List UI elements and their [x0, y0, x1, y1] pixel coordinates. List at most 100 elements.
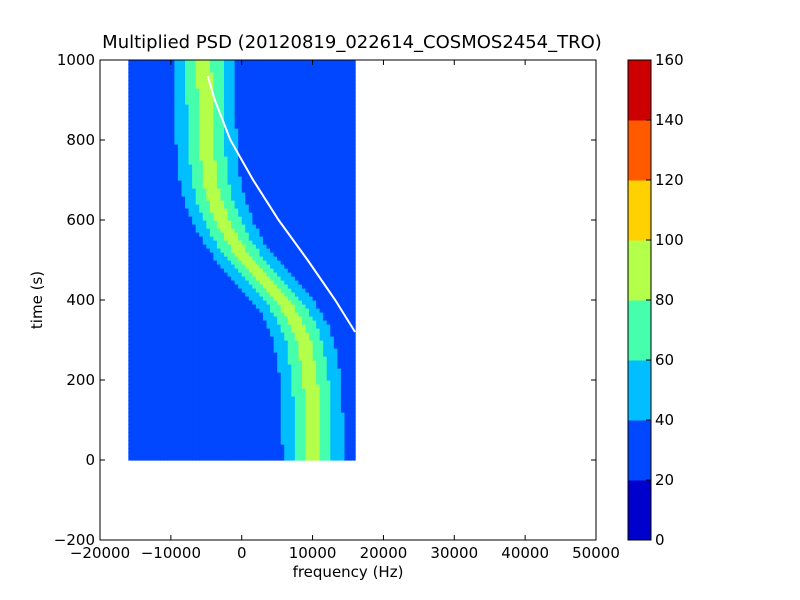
heatmap-cell — [259, 264, 264, 269]
heatmap-cell — [309, 448, 314, 453]
heatmap-cell — [330, 264, 335, 269]
heatmap-cell — [177, 396, 183, 401]
heatmap-cell — [224, 456, 229, 461]
heatmap-cell — [291, 344, 296, 349]
heatmap-cell — [174, 264, 179, 269]
heatmap-cell — [305, 296, 310, 301]
heatmap-cell — [156, 332, 161, 337]
heatmap-cell — [174, 232, 179, 237]
heatmap-cell — [262, 212, 268, 217]
heatmap-cell — [287, 428, 292, 433]
heatmap-cell — [188, 452, 193, 457]
heatmap-cell — [146, 428, 151, 433]
heatmap-cell — [287, 256, 292, 261]
heatmap-cell — [231, 268, 236, 273]
heatmap-cell — [309, 268, 314, 273]
heatmap-cell — [333, 436, 338, 441]
heatmap-cell — [326, 252, 331, 257]
heatmap-cell — [142, 316, 147, 321]
heatmap-cell — [287, 168, 292, 173]
heatmap-cell — [248, 160, 253, 165]
heatmap-cell — [259, 368, 264, 373]
heatmap-cell — [199, 152, 204, 157]
heatmap-cell — [188, 220, 193, 225]
heatmap-cell — [202, 316, 207, 321]
heatmap-cell — [245, 324, 250, 329]
heatmap-cell — [351, 416, 356, 421]
heatmap-cell — [206, 328, 211, 333]
heatmap-cell — [192, 396, 197, 401]
heatmap-cell — [128, 220, 133, 225]
heatmap-cell — [138, 420, 144, 425]
heatmap-cell — [330, 196, 335, 201]
heatmap-cell — [280, 232, 285, 237]
heatmap-cell — [344, 272, 349, 277]
heatmap-cell — [206, 232, 211, 237]
heatmap-cell — [202, 152, 207, 157]
heatmap-cell — [273, 328, 278, 333]
heatmap-cell — [195, 284, 200, 289]
heatmap-cell — [280, 400, 285, 405]
heatmap-cell — [177, 348, 183, 353]
heatmap-cell — [259, 272, 264, 277]
heatmap-cell — [220, 444, 225, 449]
heatmap-cell — [163, 348, 168, 353]
heatmap-cell — [316, 324, 321, 329]
heatmap-cell — [181, 172, 186, 177]
heatmap-cell — [348, 436, 353, 441]
heatmap-cell — [227, 272, 232, 277]
heatmap-cell — [301, 340, 307, 345]
heatmap-cell — [312, 244, 317, 249]
heatmap-cell — [131, 288, 137, 293]
heatmap-cell — [185, 252, 190, 257]
heatmap-cell — [224, 272, 229, 277]
heatmap-cell — [160, 268, 165, 273]
heatmap-cell — [213, 236, 218, 241]
heatmap-cell — [262, 420, 268, 425]
heatmap-cell — [195, 348, 200, 353]
heatmap-cell — [142, 300, 147, 305]
heatmap-cell — [199, 396, 204, 401]
heatmap-cell — [330, 204, 335, 209]
heatmap-cell — [177, 160, 183, 165]
heatmap-cell — [270, 160, 275, 165]
heatmap-cell — [241, 308, 246, 313]
heatmap-cell — [135, 408, 140, 413]
heatmap-cell — [262, 260, 268, 265]
heatmap-cell — [333, 392, 338, 397]
heatmap-cell — [273, 448, 278, 453]
heatmap-cell — [128, 188, 133, 193]
heatmap-cell — [323, 220, 328, 225]
heatmap-cell — [128, 416, 133, 421]
heatmap-cell — [185, 264, 190, 269]
heatmap-cell — [241, 188, 246, 193]
heatmap-cell — [333, 212, 338, 217]
heatmap-cell — [298, 324, 303, 329]
heatmap-cell — [192, 340, 197, 345]
heatmap-cell — [199, 220, 204, 225]
heatmap-cell — [135, 452, 140, 457]
heatmap-cell — [149, 444, 154, 449]
heatmap-cell — [170, 188, 175, 193]
heatmap-cell — [167, 320, 172, 325]
heatmap-cell — [344, 340, 349, 345]
heatmap-cell — [298, 268, 303, 273]
heatmap-cell — [326, 396, 331, 401]
heatmap-cell — [319, 348, 324, 353]
heatmap-cell — [188, 416, 193, 421]
heatmap-cell — [146, 204, 151, 209]
heatmap-cell — [259, 200, 264, 205]
heatmap-cell — [146, 340, 151, 345]
heatmap-cell — [344, 328, 349, 333]
heatmap-cell — [294, 444, 299, 449]
heatmap-cell — [252, 360, 257, 365]
heatmap-cell — [323, 208, 328, 213]
heatmap-cell — [160, 432, 165, 437]
heatmap-cell — [312, 188, 317, 193]
heatmap-cell — [323, 452, 328, 457]
heatmap-cell — [220, 456, 225, 461]
heatmap-cell — [323, 188, 328, 193]
heatmap-cell — [270, 164, 275, 169]
heatmap-cell — [209, 164, 214, 169]
heatmap-cell — [185, 416, 190, 421]
